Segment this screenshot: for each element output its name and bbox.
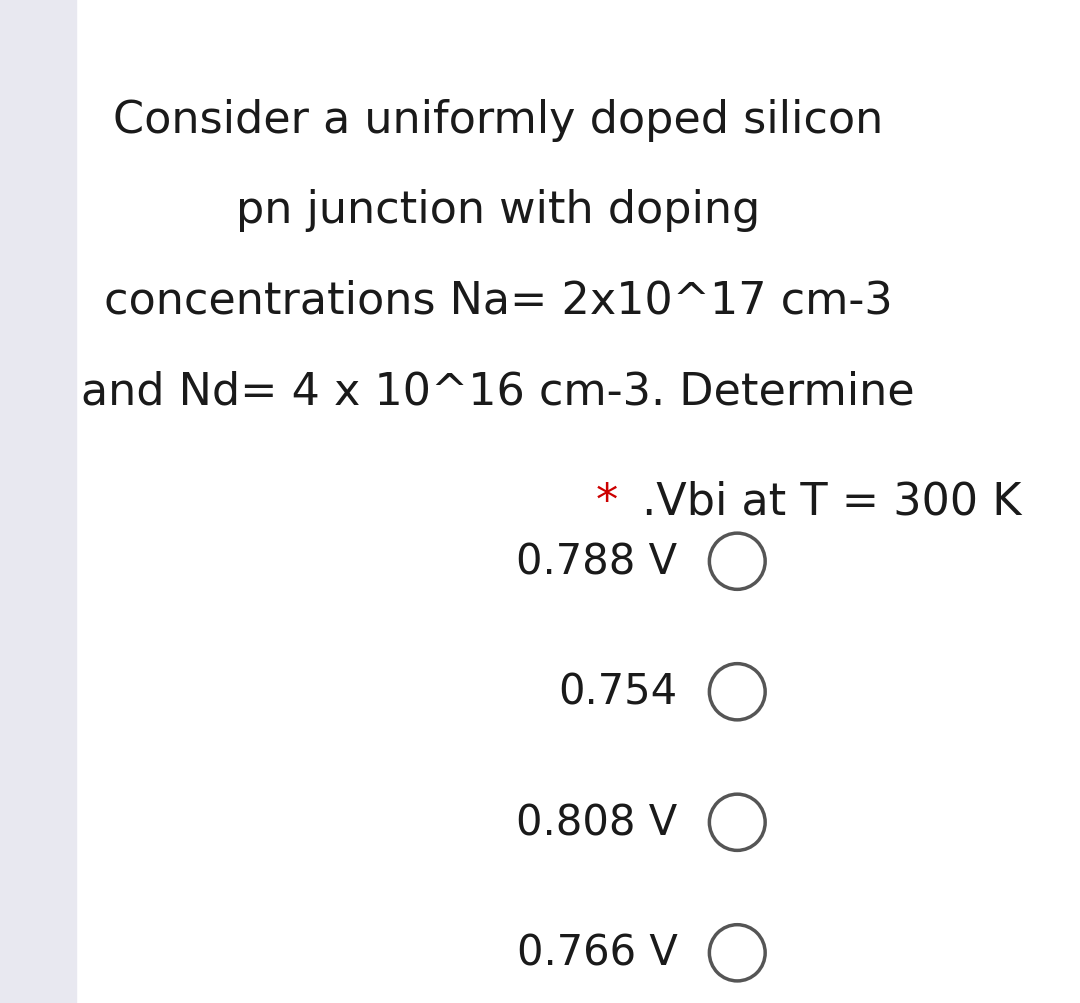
Text: 0.808 V: 0.808 V [516,801,677,844]
Text: Consider a uniformly doped silicon: Consider a uniformly doped silicon [113,99,883,141]
Text: *: * [595,480,618,523]
Text: and Nd= 4 x 10^16 cm-3. Determine: and Nd= 4 x 10^16 cm-3. Determine [81,370,915,412]
Text: 0.766 V: 0.766 V [516,932,677,974]
Text: .Vbi at T = 300 K: .Vbi at T = 300 K [627,480,1021,523]
Text: 0.788 V: 0.788 V [516,541,677,583]
Text: 0.754: 0.754 [558,671,677,713]
Text: pn junction with doping: pn junction with doping [237,190,760,232]
Text: concentrations Na= 2x10^17 cm-3: concentrations Na= 2x10^17 cm-3 [104,280,892,322]
